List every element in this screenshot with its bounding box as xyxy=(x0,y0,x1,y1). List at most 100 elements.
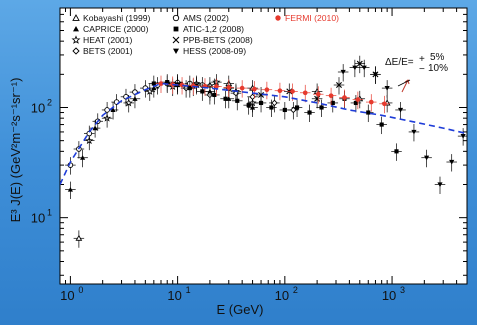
resolution-minus: − xyxy=(419,64,425,75)
legend-marker xyxy=(275,15,281,21)
data-point xyxy=(212,92,217,98)
data-point xyxy=(368,99,374,105)
legend-label: ATIC-1,2 (2008) xyxy=(183,24,244,34)
data-point xyxy=(397,107,404,113)
data-point xyxy=(226,85,232,90)
data-point xyxy=(294,105,300,110)
y-tick-label: 10 xyxy=(31,100,45,115)
legend-label: HEAT (2001) xyxy=(83,35,132,45)
data-point xyxy=(80,155,86,160)
legend-entry: PPB-BETS (2008) xyxy=(172,35,253,45)
data-point xyxy=(246,103,251,108)
data-point xyxy=(145,87,154,95)
series-model-curve xyxy=(60,82,467,185)
data-point xyxy=(187,86,192,91)
y-tick-label-exponent: 1 xyxy=(47,208,52,218)
data-point xyxy=(314,95,321,102)
x-tick-label-exponent: 2 xyxy=(293,285,298,295)
data-point xyxy=(223,96,228,101)
data-point xyxy=(104,107,110,113)
resolution-plus: + xyxy=(419,54,425,65)
legend-marker xyxy=(173,48,179,54)
legend-entry: AMS (2002) xyxy=(172,13,229,23)
data-point xyxy=(302,90,308,96)
data-point xyxy=(372,72,379,77)
legend-label: Kobayashi (1999) xyxy=(83,13,150,23)
x-tick-label: 10 xyxy=(167,288,181,303)
data-point xyxy=(460,134,466,139)
data-point xyxy=(200,89,205,94)
data-point xyxy=(382,101,387,107)
legend-entry: BETS (2001) xyxy=(72,46,133,56)
data-point xyxy=(328,93,334,99)
legend-label: AMS (2002) xyxy=(183,13,229,23)
data-point xyxy=(366,110,371,115)
energy-resolution-annotation: ΔE/E= +−5%10% xyxy=(385,52,448,93)
legend-label: CAPRICE (2000) xyxy=(83,24,149,34)
legend-marker xyxy=(172,14,180,22)
data-point xyxy=(394,149,399,154)
data-point xyxy=(151,81,156,86)
legend-marker xyxy=(71,35,81,44)
data-point xyxy=(124,98,133,107)
legend-marker xyxy=(73,26,79,32)
data-point xyxy=(269,105,274,110)
legend-label: HESS (2008-09) xyxy=(183,46,246,56)
data-point xyxy=(290,89,295,94)
data-point xyxy=(352,65,358,71)
data-point xyxy=(277,88,283,94)
data-point xyxy=(235,98,240,103)
data-point xyxy=(214,84,219,89)
legend-marker xyxy=(173,26,179,32)
x-tick-label: 10 xyxy=(275,288,289,303)
series-atic-1-2-2008 xyxy=(148,74,402,161)
data-point xyxy=(319,105,324,110)
data-point xyxy=(379,122,384,127)
data-point xyxy=(437,182,443,188)
legend-label: PPB-BETS (2008) xyxy=(183,35,253,45)
data-point xyxy=(110,107,116,113)
legend-entry: HEAT (2001) xyxy=(71,35,132,45)
legend-entry: CAPRICE (2000) xyxy=(73,24,149,34)
data-point xyxy=(158,81,164,86)
data-layer xyxy=(60,55,467,248)
x-tick-label: 10 xyxy=(60,288,74,303)
data-point xyxy=(411,129,417,135)
data-point xyxy=(353,100,358,106)
resolution-arrow-icon xyxy=(401,79,410,93)
data-point xyxy=(307,110,312,115)
legend-entry: FERMI (2010) xyxy=(275,13,339,23)
plot-frame xyxy=(59,7,468,285)
legend-entry: HESS (2008-09) xyxy=(173,46,246,56)
legend-label: BETS (2001) xyxy=(83,46,133,56)
resolution-upper: 5% xyxy=(430,52,445,63)
legend-marker xyxy=(172,36,180,44)
data-point xyxy=(67,186,73,192)
x-axis-label: E (GeV) xyxy=(217,302,264,317)
resolution-arrow-icon xyxy=(397,79,411,87)
x-tick-label-exponent: 1 xyxy=(186,285,191,295)
resolution-label: ΔE/E= xyxy=(385,57,414,68)
legend-entry: ATIC-1,2 (2008) xyxy=(173,24,244,34)
data-point xyxy=(252,86,257,92)
data-point xyxy=(336,82,342,88)
data-point xyxy=(315,91,321,97)
data-point xyxy=(361,65,367,71)
data-point xyxy=(271,99,278,107)
data-point xyxy=(75,234,83,241)
data-point xyxy=(264,87,270,93)
data-point xyxy=(282,107,287,113)
axis-ticks-layer: 10 0 10 1 10 2 10 310 110 2 xyxy=(31,7,468,303)
data-point xyxy=(239,85,245,91)
data-point xyxy=(449,159,455,165)
data-point xyxy=(165,80,170,85)
plot-area xyxy=(60,55,467,248)
model-curve-line xyxy=(60,82,467,185)
data-point xyxy=(258,91,265,98)
x-tick-label-exponent: 0 xyxy=(78,285,83,295)
y-tick-label-exponent: 2 xyxy=(47,97,52,107)
legend-marker xyxy=(72,14,80,21)
y-axis-label: E³ J(E) (GeV²m⁻²s⁻¹sr⁻¹) xyxy=(8,78,23,223)
series-hess-2008-09 xyxy=(337,59,467,194)
